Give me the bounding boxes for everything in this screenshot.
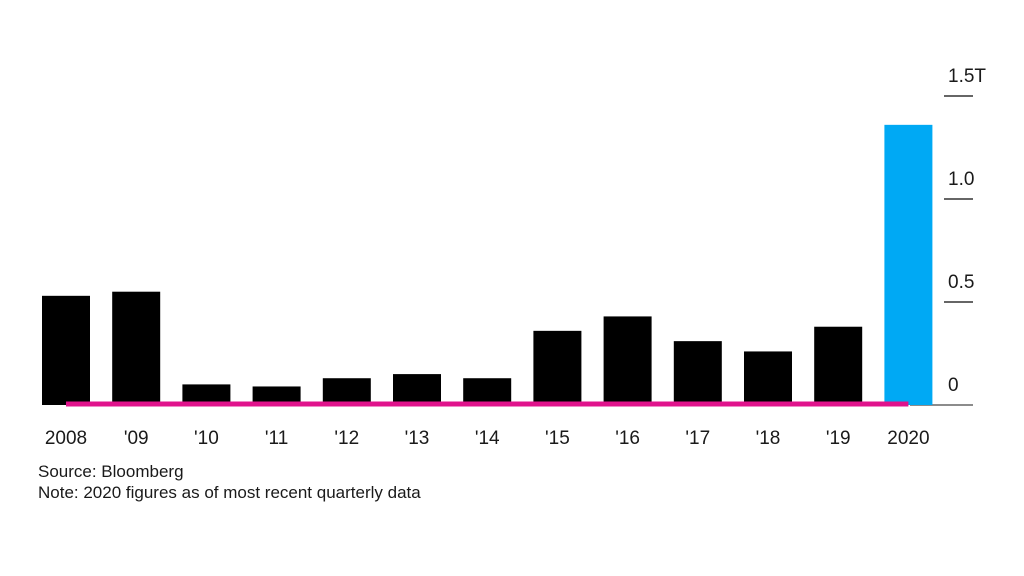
y-tick-label: 0	[948, 375, 959, 396]
bar-19	[814, 326, 863, 405]
bar-2008	[42, 295, 90, 405]
bar-18	[744, 351, 792, 405]
x-tick-label: '15	[545, 428, 570, 449]
x-tick-label: '18	[756, 428, 781, 449]
bar-12	[322, 378, 371, 405]
y-tick-label: 0.5	[948, 272, 974, 293]
bar-11	[252, 386, 301, 405]
y-tick-label: 1.5T	[948, 66, 986, 87]
x-tick-label: '17	[685, 428, 710, 449]
x-axis-labels: 2008 '09 '10 '11 '12 '13 '14 '15 '16 '17 '18 '19 202…	[45, 428, 930, 449]
source-note: Source: Bloomberg	[38, 462, 184, 481]
x-tick-label: '13	[405, 428, 430, 449]
y-tick-label: 1.0	[948, 169, 974, 190]
bars	[42, 124, 933, 405]
bar-10	[182, 384, 231, 405]
bar-09	[112, 291, 161, 405]
x-tick-label: '09	[124, 428, 149, 449]
x-tick-label: '16	[615, 428, 640, 449]
x-tick-label: '11	[265, 428, 288, 449]
data-note: Note: 2020 figures as of most recent qua…	[38, 483, 421, 502]
x-tick-label: 2008	[45, 428, 87, 449]
x-tick-label: '10	[194, 428, 219, 449]
x-tick-label: '12	[334, 428, 359, 449]
x-tick-label: '14	[475, 428, 500, 449]
bar-14	[463, 378, 512, 405]
bar-2020	[884, 124, 933, 405]
bar-17	[673, 341, 722, 405]
x-tick-label: 2020	[887, 428, 929, 449]
y-axis-ticks: 0 0.5 1.0 1.5T	[910, 66, 986, 406]
bar-13	[393, 374, 441, 405]
x-tick-label: '19	[826, 428, 851, 449]
bar-15	[533, 330, 582, 405]
bar-16	[603, 316, 652, 405]
